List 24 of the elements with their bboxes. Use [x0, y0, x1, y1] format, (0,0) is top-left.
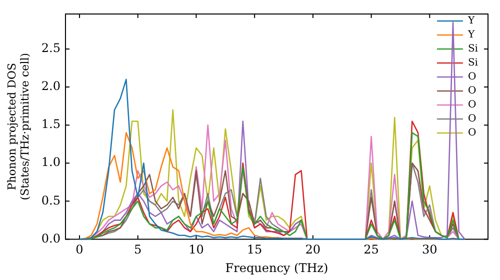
x-tick-label: 0 [76, 242, 84, 257]
x-tick-label: 25 [364, 242, 379, 257]
legend-label: O [468, 72, 476, 83]
x-tick-label: 20 [305, 242, 321, 257]
x-axis-title: Frequency (THz) [225, 260, 328, 275]
x-tick-label: 15 [246, 242, 262, 257]
y-axis-title: Phonon projected DOS (States/THz·primitive cell) [5, 52, 32, 200]
legend-label: Y [466, 16, 475, 27]
y-tick-label: 2.5 [41, 41, 60, 56]
legend-label: O [468, 86, 476, 97]
y-tick-label: 0.5 [41, 193, 60, 208]
legend-label: Si [468, 44, 478, 55]
x-tick-label: 30 [422, 242, 438, 257]
y-tick-label: 1.5 [41, 117, 60, 132]
y-tick-label: 2.0 [41, 79, 60, 94]
x-tick-label: 10 [188, 242, 204, 257]
legend-label: O [468, 114, 476, 125]
y-tick-label: 0.0 [41, 231, 60, 246]
legend-label: Y [466, 30, 475, 41]
x-tick-label: 5 [134, 242, 142, 257]
legend-label: O [468, 128, 476, 139]
y-tick-label: 1.0 [41, 155, 60, 170]
legend-label: Si [468, 58, 478, 69]
legend-label: O [468, 100, 476, 111]
